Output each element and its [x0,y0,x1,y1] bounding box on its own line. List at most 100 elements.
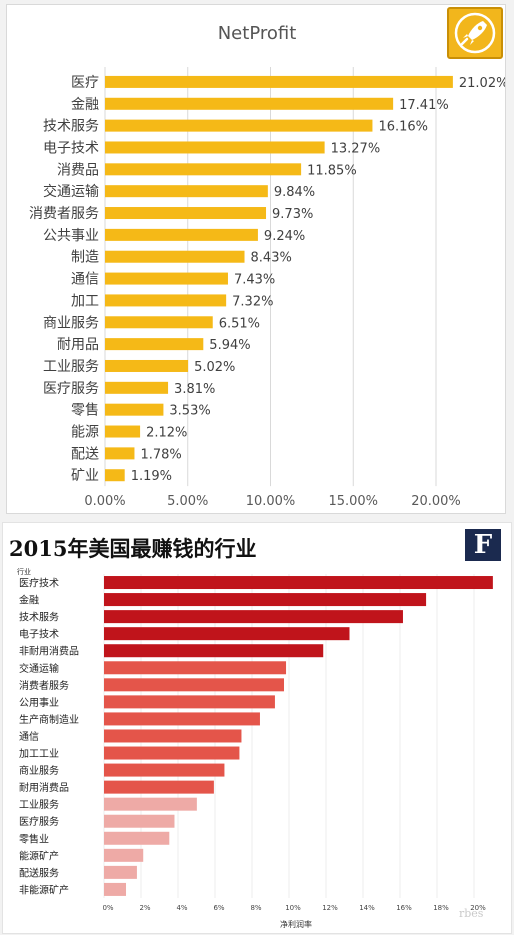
x-tick-label: 14% [359,904,375,912]
x-tick-label: 8% [250,904,261,912]
category-label: 电子技术 [43,140,99,156]
data-label: 5.94% [209,338,250,353]
bar [104,610,403,624]
bar [105,75,453,88]
bar [104,780,214,794]
data-label: 7.32% [232,294,273,309]
category-label: 耐用品 [57,337,99,353]
bar [105,381,169,394]
industry-profit-chart-panel: 2015年美国最赚钱的行业 F 行业 医疗技术 金融 技术服务 电子技术 非耐用消费品交… [2,522,512,934]
category-label: 制造 [71,250,99,266]
data-label: 1.78% [140,447,181,462]
bar [104,678,285,692]
category-label: 交通运输 [19,662,59,675]
bar [104,661,287,675]
x-tick-label: 15.00% [328,494,378,509]
category-label: 交通运输 [43,183,99,200]
bar [104,729,242,743]
forbes-watermark: rbes [459,907,484,920]
data-label: 9.84% [274,185,315,200]
category-label: 技术服务 [43,119,99,135]
bar [105,185,268,198]
netprofit-chart: NetProfit 医疗金融技术服务电子技术消费品交通运输消费者服务公共事业制造… [29,23,508,509]
data-label: 9.73% [272,207,313,222]
data-label: 17.41% [399,98,449,113]
chart-title: NetProfit [218,23,297,44]
category-label: 技术服务 [19,611,59,624]
x-tick-label: 6% [213,904,224,912]
data-label: 3.81% [174,382,215,397]
bar [105,119,373,132]
industry-profit-chart: 行业 医疗技术金融技术服务电子技术非耐用消费品交通运输消费者服务公用事业生产商制… [17,567,493,929]
category-label: 商业服务 [19,764,59,777]
rocket-logo [447,7,503,59]
category-label: 生产商制造业 [19,713,79,726]
category-label: 金融 [19,594,39,607]
category-label: 配送 [71,446,99,462]
x-tick-label: 0.00% [84,494,125,509]
category-label: 公共事业 [43,228,99,244]
bar [104,576,493,590]
bar [104,814,175,828]
x-tick-label: 0% [102,904,113,912]
x-tick-label: 20% [470,904,486,912]
bar [105,272,228,285]
category-label: 工业服务 [19,798,59,811]
data-label: 11.85% [307,163,357,178]
category-label: 消费品 [57,162,99,178]
category-label: 医疗 [71,75,99,91]
bar [105,469,125,482]
bar [104,848,144,862]
x-tick-label: 2% [139,904,150,912]
bar [105,447,135,460]
category-label: 金融 [71,97,99,113]
category-label: 零售业 [19,832,49,845]
bar [105,207,267,220]
category-label: 能源 [71,425,99,441]
bar [105,316,213,329]
data-label: 21.02% [459,76,505,91]
category-label: 通信 [71,272,99,288]
x-tick-label: 4% [176,904,187,912]
category-label: 非能源矿产 [19,883,69,896]
bar [105,228,258,241]
bar [104,882,127,896]
data-label: 2.12% [146,426,187,441]
x-tick-label: 5.00% [167,494,208,509]
x-tick-label: 12% [322,904,338,912]
category-label: 医疗服务 [19,815,59,828]
rocket-icon [454,12,496,54]
category-label: 加工 [71,293,99,309]
bar [105,425,141,438]
bar [104,644,324,658]
x-tick-label: 18% [433,904,449,912]
data-label: 8.43% [251,251,292,266]
chart-title: 2015年美国最赚钱的行业 [9,536,257,561]
bar [104,797,197,811]
forbes-f-logo: F [465,529,501,561]
bar [105,403,164,416]
data-label: 13.27% [331,141,381,156]
data-label: 3.53% [169,404,210,419]
category-label: 公用事业 [19,696,59,709]
bar [104,627,350,641]
y-axis-label: 行业 [17,567,31,576]
bar [105,163,302,176]
category-label: 通信 [19,731,39,743]
bar [105,141,325,154]
bar [105,294,227,307]
x-axis-label: 净利润率 [280,919,312,929]
category-label: 消费者服务 [29,206,99,222]
bar [104,746,240,760]
data-label: 16.16% [378,120,428,135]
category-label: 能源矿产 [19,849,59,862]
category-label: 非耐用消费品 [19,645,79,658]
bar [104,593,427,607]
category-label: 消费者服务 [19,679,69,692]
category-label: 耐用消费品 [19,781,69,794]
data-label: 1.19% [131,469,172,484]
bar [104,695,275,709]
data-label: 5.02% [194,360,235,375]
bar [105,97,394,110]
netprofit-chart-panel: NetProfit 医疗金融技术服务电子技术消费品交通运输消费者服务公共事业制造… [6,4,508,514]
